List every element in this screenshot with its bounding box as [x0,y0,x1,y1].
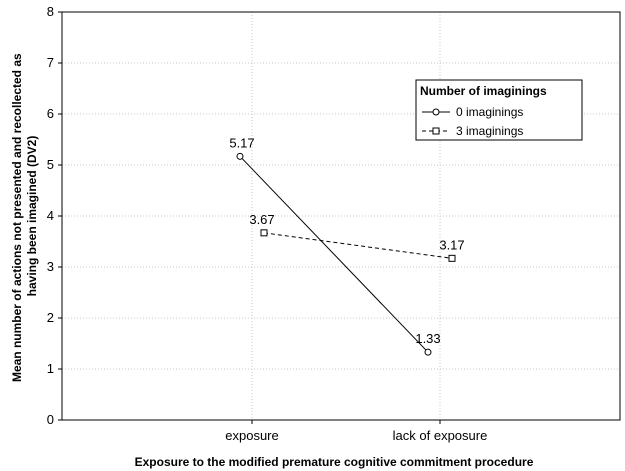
legend-title: Number of imaginings [420,84,547,98]
legend-marker-0 [432,108,440,116]
series-line-0 [239,155,429,353]
grid-lines [62,12,620,420]
point-s0-0 [236,152,244,160]
data-label-s1-0: 3.67 [249,212,274,227]
series-line-1 [263,232,453,259]
y-tick-label-8: 8 [47,4,54,19]
point-s1-0 [260,229,268,237]
y-tick-label-4: 4 [47,208,54,223]
y-tick-label-6: 6 [47,106,54,121]
y-axis-title: Mean number of actions not presented and… [10,50,39,382]
x-tick-label-1: lack of exposure [393,428,488,443]
y-tick-label-2: 2 [47,310,54,325]
point-s1-1 [448,254,456,262]
legend-label-1: 3 imaginings [456,124,523,138]
x-ticks: exposure lack of exposure [225,420,487,443]
series-group: 5.17 1.33 3.67 3.17 [229,135,465,356]
y-tick-label-5: 5 [47,157,54,172]
legend-marker-1 [432,127,440,135]
legend: Number of imaginings 0 imaginings 3 imagin… [415,79,583,141]
data-label-s1-1: 3.17 [439,237,464,252]
point-s0-1 [424,348,432,356]
data-label-s0-0: 5.17 [229,135,254,150]
x-tick-label-0: exposure [225,428,278,443]
y-axis-title-line-1: Mean number of actions not presented and… [10,53,24,382]
y-tick-label-1: 1 [47,361,54,376]
legend-label-0: 0 imaginings [456,105,523,119]
legend-box [415,79,583,141]
y-tick-label-3: 3 [47,259,54,274]
data-label-s0-1: 1.33 [415,331,440,346]
x-axis-title: Exposure to the modified premature cogni… [135,455,534,469]
y-ticks: 0 1 2 3 4 5 6 7 8 [47,4,62,427]
y-tick-label-0: 0 [47,412,54,427]
y-axis-title-line-2: having been imagined (DV2) [25,136,39,297]
y-tick-label-7: 7 [47,55,54,70]
